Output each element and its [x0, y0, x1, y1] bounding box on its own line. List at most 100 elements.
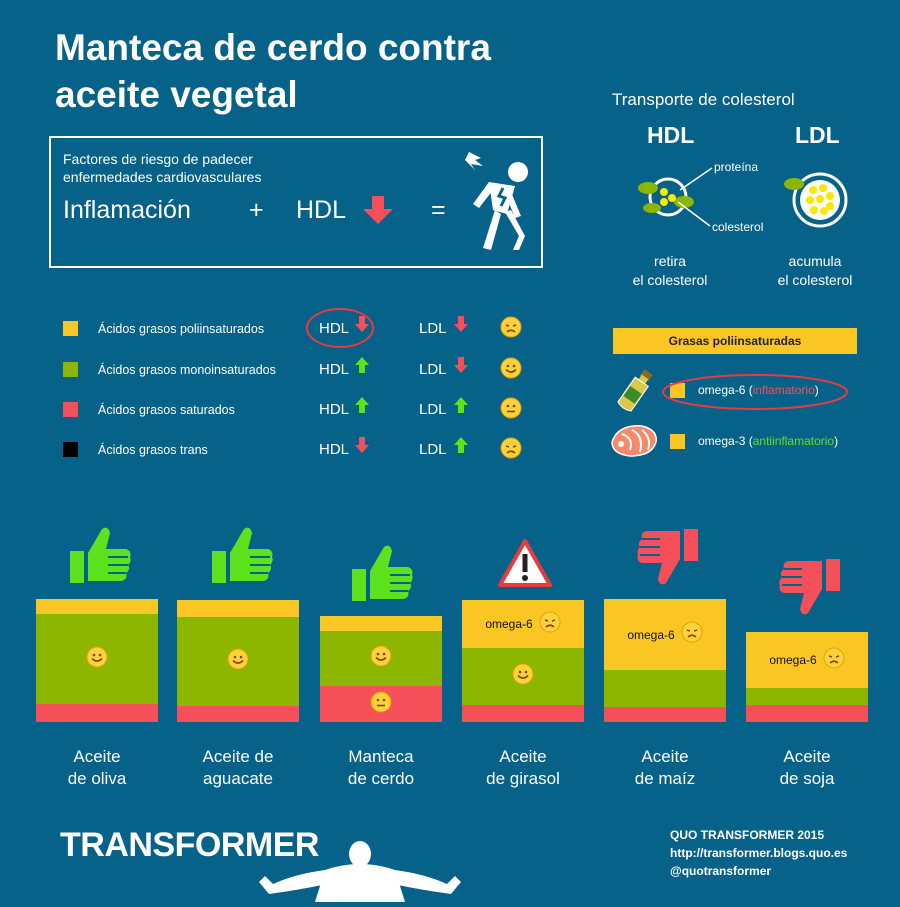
bar-segment-poly: omega-6: [604, 599, 726, 670]
sad-face-icon: [500, 316, 522, 338]
sad-face-icon: [500, 437, 522, 459]
ldl-down-arrow-icon: [454, 357, 468, 373]
legend-hdl: HDL: [319, 320, 350, 337]
risk-heading: Factores de riesgo de padecer enfermedad…: [63, 151, 262, 185]
cholesterol-label: colesterol: [712, 220, 764, 234]
omega6-highlight-circle: [662, 374, 848, 410]
legend-hdl: HDL: [319, 361, 350, 378]
omega6-bar-label: omega-6: [627, 627, 675, 642]
thumbs-up-icon: [210, 523, 274, 592]
sad-face-icon: [823, 647, 845, 674]
thumbs-up-icon: [350, 541, 414, 610]
legend-swatch: [63, 442, 78, 457]
hdl-down-arrow-icon: [355, 437, 369, 453]
transport-pointer-lines: [677, 167, 713, 227]
bar-segment-mono: [36, 614, 158, 704]
happy-face-icon: [512, 663, 534, 690]
legend-hdl: HDL: [319, 441, 350, 458]
legend-label: Ácidos grasos monoinsaturados: [98, 363, 276, 377]
hdl-down-arrow-icon: [355, 316, 369, 332]
legend-label: Ácidos grasos saturados: [98, 403, 235, 417]
thumbs-up-icon: [68, 523, 132, 592]
transport-title: Transporte de colesterol: [612, 90, 795, 109]
omega6-swatch: [670, 383, 685, 398]
hdl-description: retira el colesterol: [632, 253, 708, 288]
happy-face-icon: [86, 646, 108, 673]
bar-segment-sat: [746, 705, 868, 722]
thumbs-down-icon: [636, 525, 700, 594]
hdl-down-arrow-icon: [363, 196, 393, 229]
legend-ldl: LDL: [419, 401, 447, 418]
happy-face-icon: [500, 357, 522, 379]
bodybuilder-icon: [255, 840, 465, 907]
bar-segment-mono: [177, 617, 299, 706]
happy-face-icon: [227, 648, 249, 675]
plus-sign: +: [249, 196, 264, 224]
footer-url[interactable]: http://transformer.blogs.quo.es: [670, 846, 848, 860]
bar-segment-sat: [320, 686, 442, 722]
oil-label: Aceite de girasol: [486, 747, 560, 788]
ldl-description: acumula el colesterol: [777, 253, 853, 288]
hdl-term: HDL: [296, 196, 347, 224]
oil-label: Manteca de cerdo: [347, 747, 415, 788]
oil-bottle-icon: [612, 366, 660, 419]
bar-segment-sat: [604, 707, 726, 722]
ldl-particle-icon: [780, 168, 850, 235]
title-line-1: Manteca de cerdo contra: [55, 27, 491, 68]
legend-ldl: LDL: [419, 361, 447, 378]
warning-icon: [498, 538, 552, 593]
bar-segment-sat: [177, 706, 299, 722]
inflammation-term: Inflamación: [63, 196, 191, 224]
bar-segment-poly: [320, 616, 442, 631]
legend-swatch: [63, 402, 78, 417]
hdl-highlight-circle: [306, 308, 374, 348]
polyunsaturated-header: Grasas poliinsaturadas: [613, 328, 857, 354]
footer-credits: QUO TRANSFORMER 2015 http://transformer.…: [670, 826, 847, 880]
bar-segment-poly: [36, 599, 158, 614]
hdl-heading: HDL: [647, 122, 695, 148]
equals-sign: =: [431, 196, 446, 224]
legend-swatch: [63, 321, 78, 336]
risk-factors-box: Factores de riesgo de padecer enfermedad…: [49, 136, 543, 268]
happy-face-icon: [370, 645, 392, 672]
footer-handle[interactable]: @quotransformer: [670, 864, 772, 878]
oil-label: Aceite de oliva: [67, 747, 127, 788]
footer-credit: QUO TRANSFORMER 2015: [670, 828, 825, 842]
bar-segment-mono: [320, 631, 442, 686]
hdl-up-arrow-icon: [355, 397, 369, 413]
hdl-particle-icon: [632, 172, 702, 227]
bar-segment-sat: [462, 705, 584, 722]
ldl-up-arrow-icon: [454, 397, 468, 413]
legend-label: Ácidos grasos poliinsaturados: [98, 322, 265, 336]
heart-attack-person-icon: [463, 152, 535, 255]
omega6-text: omega-6 (inflamatorio): [698, 383, 819, 397]
oil-label: Aceite de aguacate: [202, 747, 274, 788]
ldl-down-arrow-icon: [454, 316, 468, 332]
neutral-face-icon: [370, 691, 392, 718]
omega3-swatch: [670, 434, 685, 449]
legend-ldl: LDL: [419, 441, 447, 458]
brand-logo: TRANSFORMER: [60, 826, 319, 864]
legend-ldl: LDL: [419, 320, 447, 337]
page-title: Manteca de cerdo contra aceite vegetal: [55, 24, 615, 118]
legend-swatch: [63, 362, 78, 377]
ldl-up-arrow-icon: [454, 437, 468, 453]
bar-segment-poly: [177, 600, 299, 617]
protein-label: proteína: [714, 160, 759, 174]
oil-label: Aceite de soja: [779, 747, 835, 788]
omega6-bar-label: omega-6: [485, 617, 533, 631]
bar-segment-poly: omega-6: [746, 632, 868, 688]
oil-label: Aceite de maíz: [634, 747, 696, 788]
bar-segment-mono: [746, 688, 868, 705]
bar-segment-poly: omega-6: [462, 600, 584, 648]
bar-segment-mono: [604, 670, 726, 707]
ldl-heading: LDL: [795, 122, 840, 148]
title-line-2: aceite vegetal: [55, 74, 298, 115]
hdl-up-arrow-icon: [355, 357, 369, 373]
bar-segment-mono: [462, 648, 584, 705]
legend-label: Ácidos grasos trans: [98, 443, 208, 457]
sad-face-icon: [539, 611, 561, 638]
omega3-text: omega-3 (antiinflamatorio): [698, 434, 839, 448]
omega6-bar-label: omega-6: [769, 653, 817, 667]
thumbs-down-icon: [778, 555, 842, 624]
